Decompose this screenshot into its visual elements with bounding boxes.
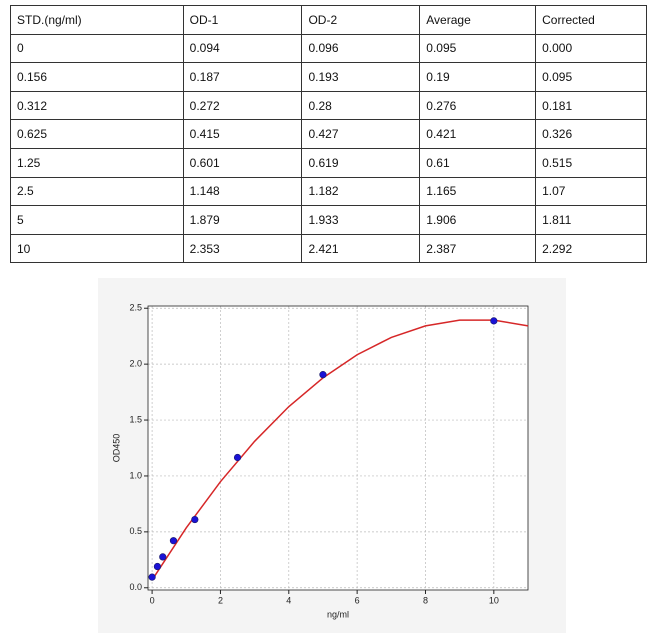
table-row: 0 0.094 0.096 0.095 0.000 xyxy=(10,33,647,64)
y-axis-label: OD450 xyxy=(111,434,121,463)
table-cell: 2.292 xyxy=(535,233,647,264)
table-cell: 1.07 xyxy=(535,176,647,207)
table-cell: 2.421 xyxy=(301,233,421,264)
table-cell: 0.276 xyxy=(419,90,537,121)
x-tick-label: 6 xyxy=(355,595,360,605)
table-cell: OD-1 xyxy=(182,5,303,35)
table-cell: 0.312 xyxy=(10,90,184,121)
table-cell: STD.(ng/ml) xyxy=(10,5,184,35)
data-point xyxy=(191,515,199,524)
table-cell: 1.933 xyxy=(301,205,421,235)
table-cell: 0.421 xyxy=(419,119,537,149)
data-table: STD.(ng/ml) OD-1 OD-2 Average Corrected 0 0.09… xyxy=(10,5,647,264)
table-cell: Average xyxy=(419,5,537,35)
table-row: 5 1.879 1.933 1.906 1.811 xyxy=(10,205,647,235)
table-cell: 2.387 xyxy=(419,233,537,264)
table-cell: 10 xyxy=(10,233,184,264)
table-cell: 0.601 xyxy=(182,147,303,178)
table-cell: 0.193 xyxy=(301,62,421,92)
table-row: STD.(ng/ml) OD-1 OD-2 Average Corrected xyxy=(10,5,647,35)
table-cell: 0.28 xyxy=(301,90,421,121)
y-tick-label: 0.5 xyxy=(129,526,142,536)
data-point xyxy=(159,553,167,561)
table-cell: 1.811 xyxy=(535,205,647,235)
y-tick-label: 1.5 xyxy=(129,414,142,424)
table-cell: 2.353 xyxy=(182,233,303,264)
table-cell: 0.415 xyxy=(182,119,303,149)
table-cell: Corrected xyxy=(535,5,647,35)
table-row: 10 2.353 2.421 2.387 2.292 xyxy=(10,233,647,264)
fit-curve xyxy=(151,319,529,581)
y-tick-label: 1.0 xyxy=(129,470,142,480)
x-axis-label: ng/ml xyxy=(327,609,349,619)
y-tick-label: 2.5 xyxy=(129,303,142,313)
table-cell: 0.515 xyxy=(535,147,647,178)
x-tick-label: 2 xyxy=(218,595,223,605)
y-tick-label: 2.0 xyxy=(129,359,142,369)
data-point xyxy=(490,317,498,325)
x-tick-label: 4 xyxy=(286,595,291,605)
data-point xyxy=(319,371,327,379)
table-cell: 0.19 xyxy=(419,62,537,92)
plot-area xyxy=(148,306,528,590)
table-cell: 2.5 xyxy=(10,176,184,207)
data-point xyxy=(148,573,156,581)
y-tick-label: 0.0 xyxy=(129,582,142,592)
data-point xyxy=(233,453,242,462)
table-row: 0.312 0.272 0.28 0.276 0.181 xyxy=(10,90,647,121)
x-tick-label: 8 xyxy=(423,595,428,605)
data-point xyxy=(153,562,162,571)
table-cell: 0.094 xyxy=(182,33,303,64)
data-point xyxy=(169,537,178,545)
table-cell: 0.096 xyxy=(301,33,421,64)
x-tick-label: 0 xyxy=(150,595,155,605)
plot-frame xyxy=(147,305,529,591)
table-cell: 0.61 xyxy=(419,147,537,178)
x-tick-label: 10 xyxy=(489,595,499,605)
